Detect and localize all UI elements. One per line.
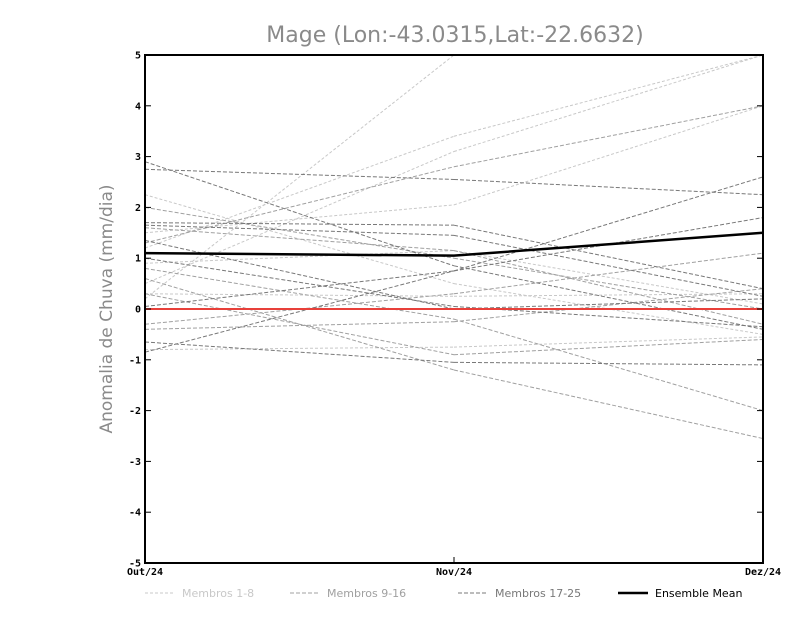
series-segment [453, 252, 764, 295]
series-segment [144, 267, 455, 320]
series-segment [144, 341, 455, 363]
x-tick-label: Dez/24 [745, 567, 781, 578]
series-segment [453, 257, 764, 310]
series-segment [453, 298, 764, 310]
legend-item: Membros 9-16 [290, 587, 406, 600]
series-segment [144, 227, 455, 252]
series-layer [144, 54, 764, 440]
tick-layer: -5 -4 -3 -2 -1 0 1 2 3 4 5 Out/24 Nov/24 Dez/24 [127, 51, 781, 579]
series-member-16 [144, 293, 764, 356]
legend-item: Membros 17-25 [458, 587, 581, 600]
series-segment [144, 168, 455, 180]
series-segment [144, 206, 455, 259]
series-segment [144, 239, 455, 310]
series-segment [144, 250, 455, 264]
series-segment [144, 293, 455, 297]
series-member-4 [144, 105, 764, 234]
series-member-11 [144, 278, 764, 440]
y-tick-label: -1 [129, 355, 141, 366]
series-segment [144, 270, 455, 353]
series-member-25 [144, 257, 764, 328]
series-member-8 [144, 194, 764, 335]
series-segment [144, 204, 455, 234]
series-segment [144, 194, 455, 285]
series-segment [453, 105, 764, 206]
series-member-24 [144, 239, 764, 310]
legend-label: Membros 17-25 [495, 587, 581, 600]
series-member-13 [144, 105, 764, 244]
ensemble-mean-layer [144, 231, 764, 257]
series-member-10 [144, 252, 764, 325]
ensemble-mean-line [144, 231, 764, 257]
series-member-15 [144, 227, 764, 325]
series-segment [144, 224, 455, 236]
series-member-19 [144, 224, 764, 297]
series-segment [453, 178, 764, 196]
series-segment [144, 161, 455, 267]
series-segment [453, 105, 764, 168]
series-member-17 [144, 168, 764, 196]
series-member-18 [144, 222, 764, 290]
series-segment [453, 361, 764, 366]
y-axis-label: Anomalia de Chuva (mm/dia) [97, 184, 117, 433]
series-segment [144, 321, 455, 330]
legend-label: Membros 9-16 [327, 587, 406, 600]
series-member-21 [144, 176, 764, 353]
y-tick-label: 1 [135, 254, 141, 265]
y-tick-label: -5 [129, 559, 141, 570]
series-segment [144, 346, 455, 351]
series-segment [144, 257, 455, 307]
legend: Membros 1-8 Membros 9-16 Membros 17-25 Ense… [145, 587, 742, 600]
legend-item: Membros 1-8 [145, 587, 254, 600]
series-member-14 [144, 288, 764, 330]
series-segment [144, 135, 455, 249]
series-segment [144, 270, 455, 307]
y-tick-label: -3 [129, 457, 141, 468]
series-segment [453, 250, 764, 305]
series-segment [453, 54, 764, 137]
legend-label: Membros 1-8 [182, 587, 254, 600]
series-segment [453, 224, 764, 290]
legend-label: Ensemble Mean [655, 587, 742, 600]
series-segment [453, 265, 764, 330]
series-segment [453, 318, 764, 412]
y-tick-label: -4 [129, 508, 141, 519]
y-tick-label: 4 [135, 101, 141, 112]
y-tick-label: 2 [135, 203, 141, 214]
series-member-20 [144, 341, 764, 366]
x-tick-label: Out/24 [127, 567, 163, 578]
series-member-3 [144, 54, 764, 249]
series-member-1 [144, 54, 763, 300]
y-tick-label: -2 [129, 406, 141, 417]
series-segment [144, 54, 455, 300]
series-segment [453, 369, 764, 440]
series-segment [144, 166, 455, 244]
series-member-7 [144, 250, 764, 305]
series-segment [453, 250, 764, 325]
series-segment [453, 234, 764, 297]
chart-title: Mage (Lon:-43.0315,Lat:-22.6632) [266, 23, 643, 48]
series-member-2 [144, 54, 764, 285]
y-tick-label: 3 [135, 152, 141, 163]
y-tick-label: 0 [135, 305, 141, 316]
series-member-9 [144, 206, 764, 310]
y-tick-label: 5 [135, 51, 141, 62]
series-segment [453, 54, 764, 152]
series-segment [144, 293, 455, 356]
series-segment [144, 151, 455, 285]
series-segment [144, 222, 455, 226]
series-member-6 [144, 336, 764, 351]
series-segment [453, 338, 764, 356]
series-member-12 [144, 267, 764, 412]
series-member-22 [144, 217, 764, 307]
legend-item: Ensemble Mean [618, 587, 742, 600]
x-tick-label: Nov/24 [436, 567, 472, 578]
series-segment [453, 288, 764, 323]
series-segment [453, 336, 764, 348]
series-member-23 [144, 161, 764, 330]
